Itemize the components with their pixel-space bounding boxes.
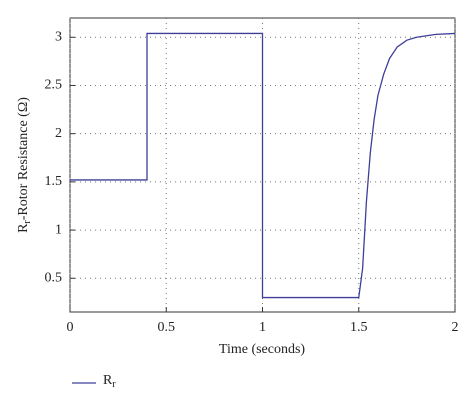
y-tick-label: 0.5 (45, 270, 63, 285)
y-tick-label: 2 (55, 126, 62, 141)
x-tick-label: 2 (452, 320, 459, 335)
data-line (70, 32, 456, 299)
x-tick-label: 1.5 (350, 320, 368, 335)
y-tick-label: 3 (55, 29, 62, 44)
y-tick-label: 2.5 (45, 78, 63, 93)
x-tick-label: 0.5 (158, 320, 176, 335)
x-tick-label: 1 (259, 320, 266, 335)
y-tick-label: 1 (55, 222, 62, 237)
x-axis-label: Time (seconds) (219, 342, 306, 357)
y-tick-label: 1.5 (45, 174, 63, 189)
y-axis-label: Rr-Rotor Resistance (Ω) (16, 97, 33, 233)
legend-label: Rr (103, 373, 116, 390)
x-tick-label: 0 (67, 320, 74, 335)
